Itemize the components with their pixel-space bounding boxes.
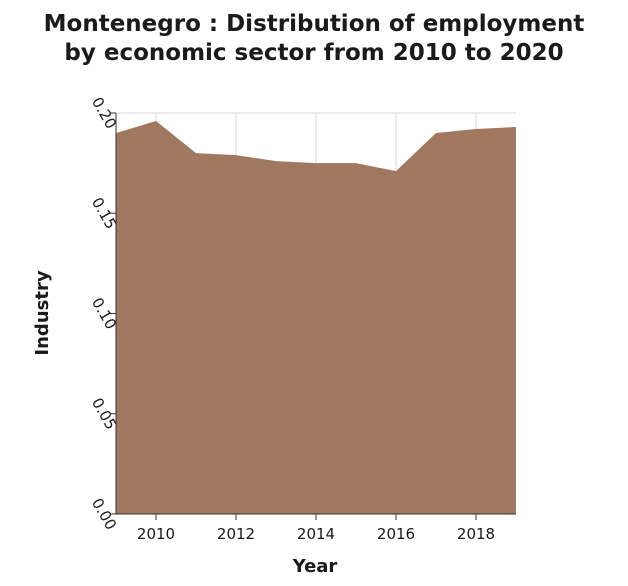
area-series xyxy=(116,121,516,515)
y-axis-ticks: 0.00 0.05 0.10 0.15 0.20 xyxy=(88,94,120,533)
area-series-0 xyxy=(116,121,516,515)
y-tick-label-2: 0.10 xyxy=(88,295,120,333)
x-tick-label-0: 2010 xyxy=(137,525,175,543)
chart-title-line-1: Montenegro : Distribution of employment xyxy=(44,11,585,37)
chart-title-line-2: by economic sector from 2010 to 2020 xyxy=(64,40,563,66)
y-axis-label: Industry xyxy=(32,270,53,355)
y-tick-label-4: 0.20 xyxy=(88,94,120,132)
y-tick-label-1: 0.05 xyxy=(88,395,120,433)
x-tick-label-4: 2018 xyxy=(457,525,495,543)
x-tick-label-1: 2012 xyxy=(217,525,255,543)
x-tick-label-2: 2014 xyxy=(297,525,335,543)
y-tick-label-0: 0.00 xyxy=(88,495,120,533)
x-axis-label: Year xyxy=(292,556,338,577)
y-tick-label-3: 0.15 xyxy=(88,194,120,232)
x-tick-label-3: 2016 xyxy=(377,525,415,543)
x-axis-ticks: 2010 2012 2014 2016 2018 xyxy=(137,514,495,543)
chart-title: Montenegro : Distribution of employment … xyxy=(44,11,585,66)
